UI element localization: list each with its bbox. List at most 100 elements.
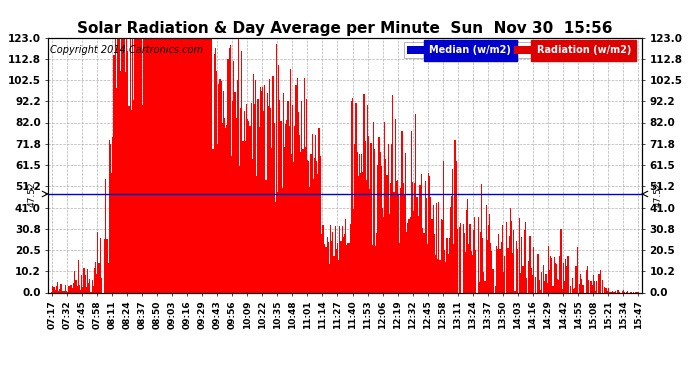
Bar [317,174,319,292]
Bar [61,291,63,292]
Bar [139,38,140,292]
Bar [354,144,355,292]
Bar [250,103,252,292]
Bar [254,104,255,292]
Bar [369,189,371,292]
Bar [464,233,465,292]
Bar [549,270,550,292]
Bar [56,286,57,292]
Bar [199,38,200,292]
Bar [75,280,77,292]
Bar [115,38,116,292]
Bar [573,289,574,292]
Bar [94,268,95,292]
Bar [388,214,390,292]
Bar [607,291,608,292]
Bar [618,290,619,292]
Bar [235,118,237,292]
Bar [512,253,513,292]
Bar [120,71,121,292]
Bar [604,286,605,292]
Bar [211,38,213,292]
Bar [130,110,132,292]
Bar [55,290,56,292]
Text: Copyright 2014 Cartronics.com: Copyright 2014 Cartronics.com [50,45,203,55]
Bar [441,219,442,292]
Bar [627,291,629,292]
Bar [239,166,240,292]
Bar [104,238,106,292]
Bar [563,263,564,292]
Bar [522,266,524,292]
Bar [264,84,266,292]
Bar [187,38,188,292]
Bar [551,258,553,292]
Bar [71,285,72,292]
Bar [408,219,410,292]
Bar [431,219,433,292]
Bar [580,274,581,292]
Bar [106,239,108,292]
Bar [230,45,231,292]
Bar [414,183,415,292]
Bar [352,98,353,292]
Bar [166,38,168,292]
Bar [526,278,527,292]
Bar [591,285,593,292]
Bar [380,152,381,292]
Bar [65,285,66,292]
Bar [397,180,398,292]
Bar [404,195,405,292]
Bar [192,38,193,292]
Bar [565,260,566,292]
Bar [210,38,211,292]
Bar [586,270,587,292]
Bar [324,244,326,292]
Bar [152,38,154,292]
Bar [560,229,562,292]
Bar [546,282,548,292]
Bar [395,181,397,292]
Bar [257,99,259,292]
Bar [351,101,352,292]
Bar [300,152,302,292]
Bar [382,209,383,292]
Bar [188,38,190,292]
Bar [237,80,238,292]
Bar [426,198,427,292]
Bar [378,137,380,292]
Bar [228,48,230,292]
Bar [533,247,534,292]
Bar [225,128,226,292]
Bar [207,38,208,292]
Bar [119,38,120,292]
Bar [348,243,350,292]
Bar [181,38,183,292]
Bar [89,279,90,292]
Bar [155,38,156,292]
Bar [134,38,135,292]
Bar [58,291,59,292]
Bar [544,281,546,292]
Bar [331,241,333,292]
Bar [570,286,571,292]
Bar [218,84,219,292]
Bar [572,278,573,292]
Text: 47.52: 47.52 [28,181,37,207]
Bar [562,289,563,292]
Bar [298,112,299,292]
Bar [178,38,179,292]
Bar [383,217,384,292]
Bar [469,224,471,292]
Bar [111,172,112,292]
Bar [517,249,518,292]
Bar [510,208,511,292]
Bar [412,182,413,292]
Bar [248,121,249,292]
Bar [244,111,245,292]
Bar [273,123,275,292]
Bar [373,122,374,292]
Bar [242,141,244,292]
Bar [177,38,178,292]
Bar [515,241,517,292]
